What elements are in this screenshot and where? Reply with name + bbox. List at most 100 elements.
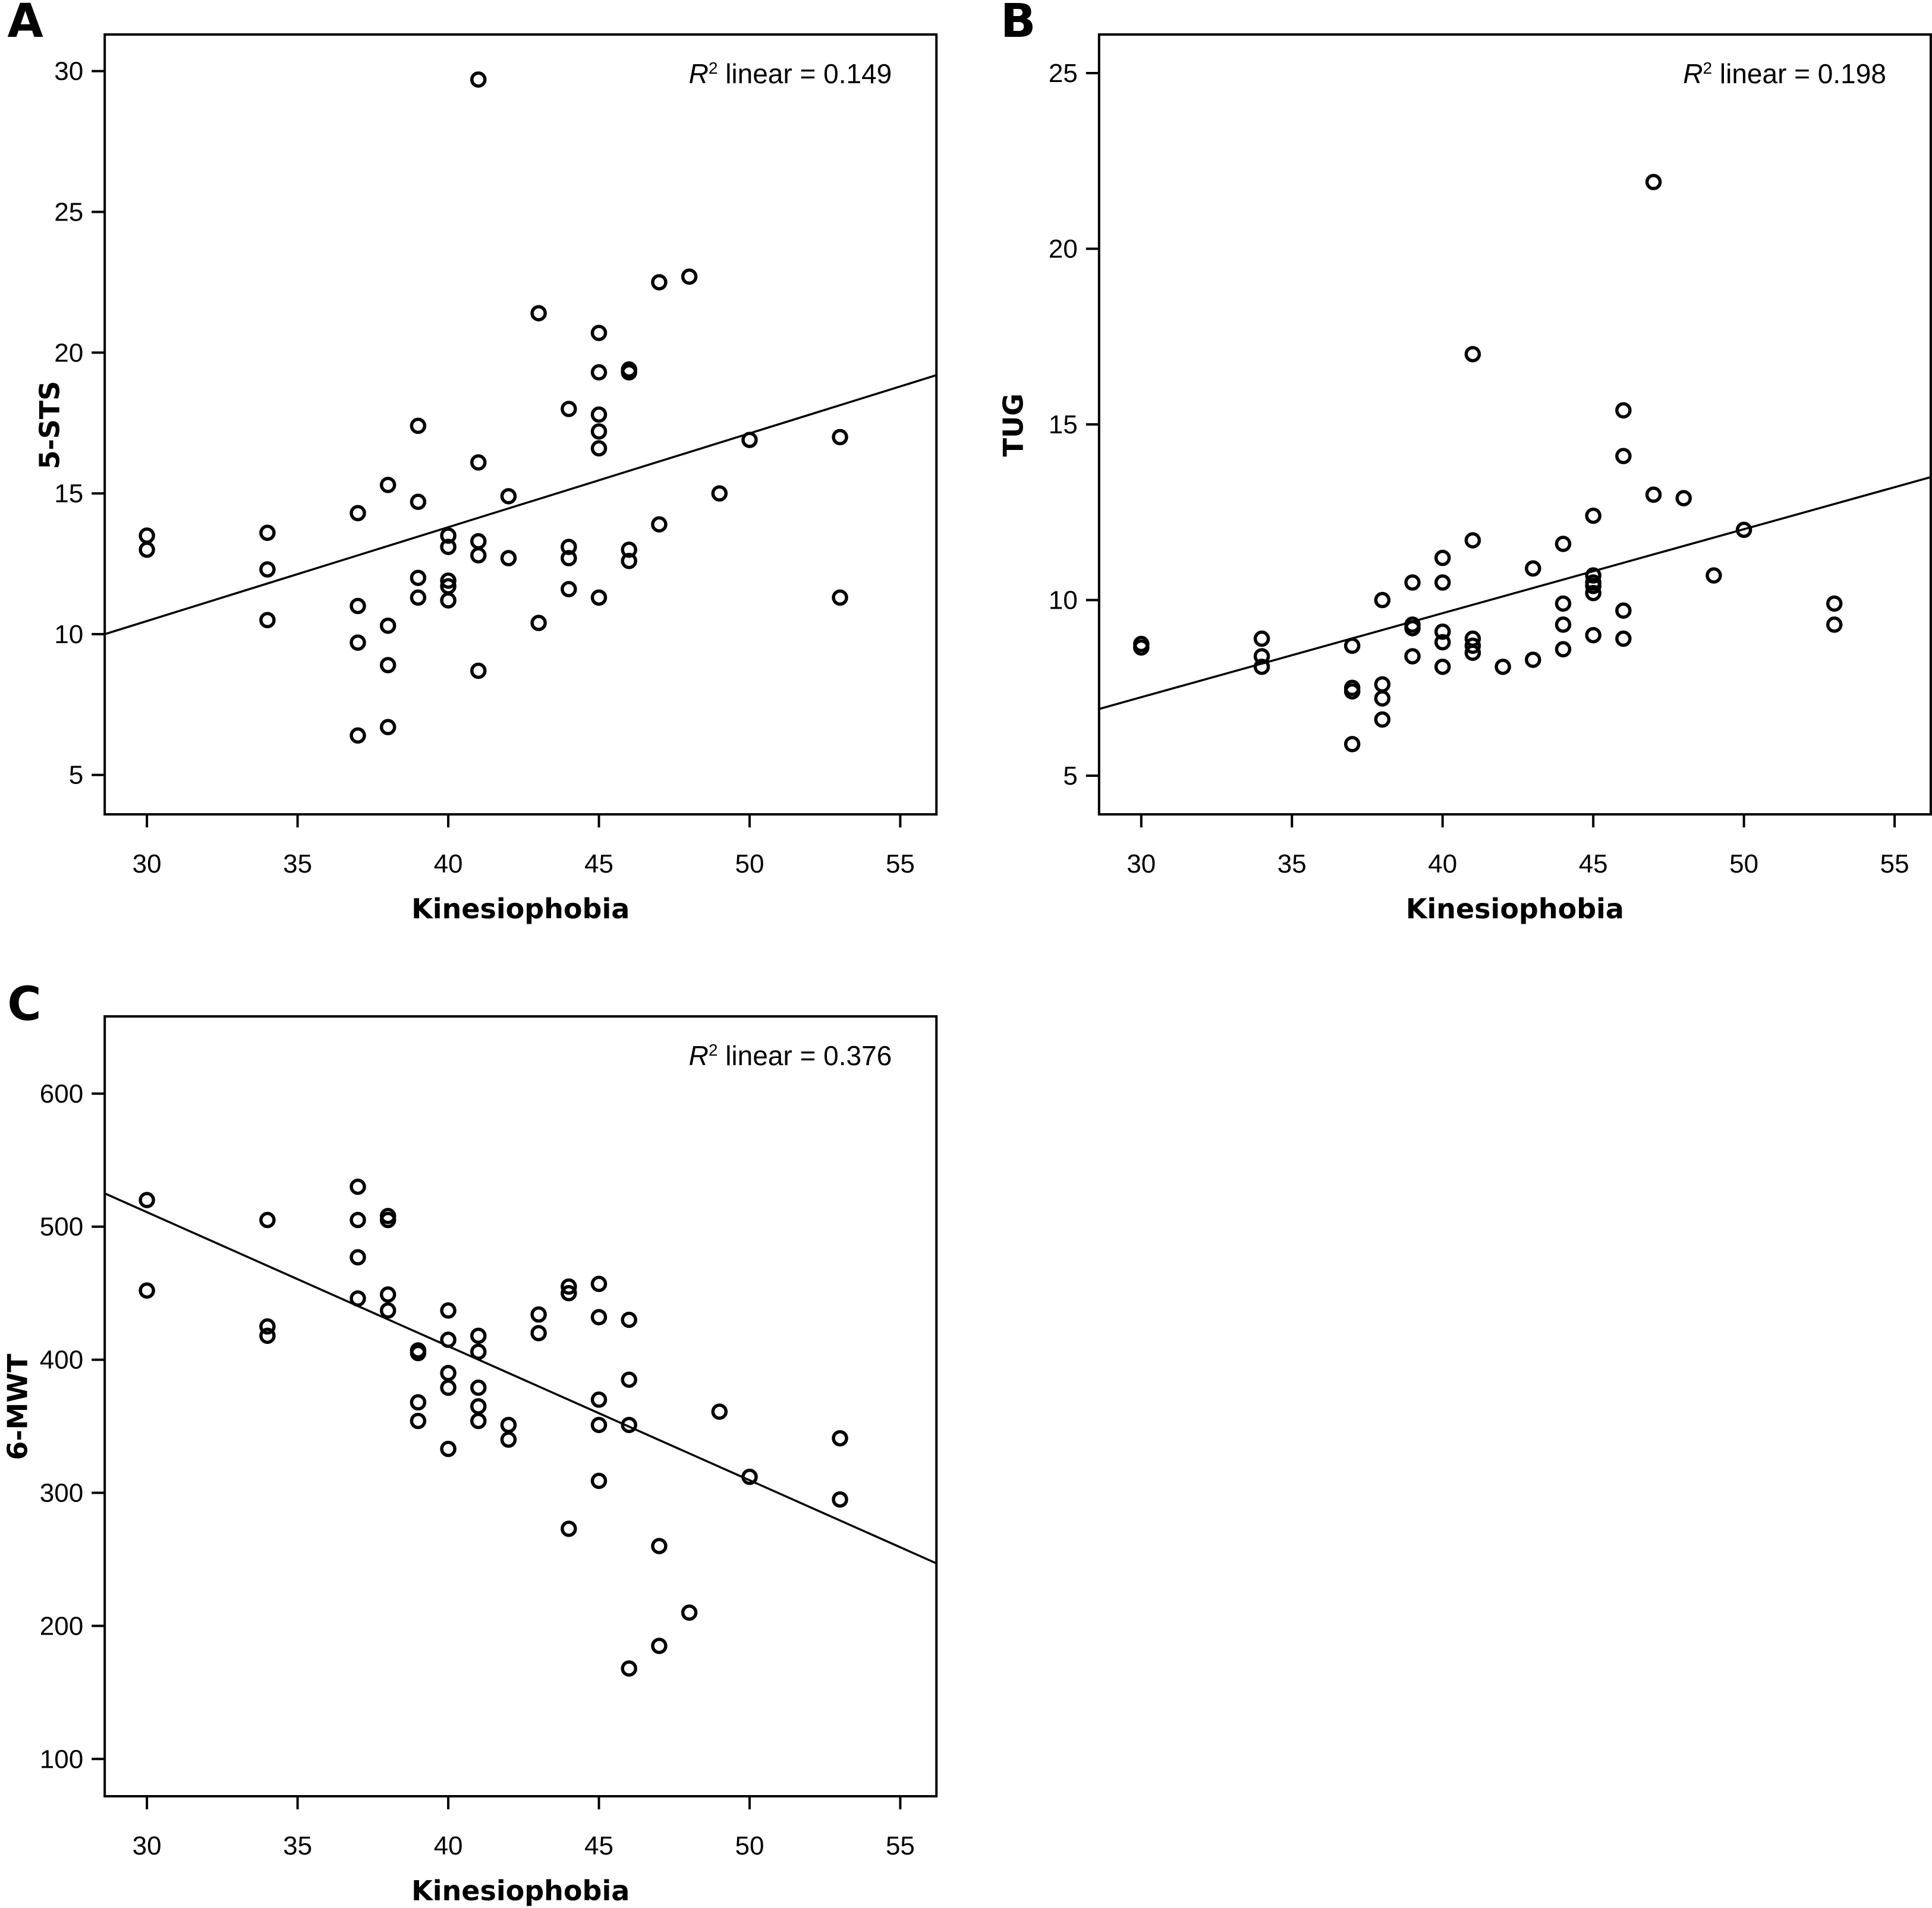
data-point [350, 597, 366, 615]
data-point [1585, 584, 1601, 602]
data-point [832, 1491, 848, 1508]
data-point [1706, 567, 1722, 584]
data-point [1434, 634, 1451, 651]
data-point [410, 589, 427, 606]
data-point [1404, 648, 1421, 665]
y-tick-label: 300 [40, 1479, 83, 1508]
data-point [470, 1379, 487, 1396]
data-point [470, 1412, 487, 1430]
y-axis-title: 6-MWT [2, 1353, 34, 1460]
data-point [500, 488, 517, 505]
data-point [259, 1318, 276, 1335]
x-tick-label: 50 [735, 1831, 764, 1860]
data-point [621, 1371, 637, 1388]
regression-line [1099, 476, 1931, 710]
data-point [350, 1178, 366, 1195]
data-point [1253, 648, 1270, 665]
r-symbol: R [689, 58, 709, 89]
y-tick-label: 5 [1063, 761, 1077, 791]
data-point [621, 1311, 637, 1328]
x-tick-label: 45 [584, 1831, 613, 1860]
data-point [350, 727, 366, 744]
data-point [1585, 567, 1601, 584]
r-squared-annotation: R2 linear = 0.376 [689, 1040, 892, 1071]
data-point [470, 1343, 487, 1360]
data-point [1555, 641, 1572, 658]
x-tick-label: 45 [584, 849, 613, 879]
panel-c: C 30 35 40 45 50 55 100 200 300 400 500 600 Kinesioph… [2, 978, 938, 1907]
data-point [379, 1286, 397, 1303]
data-point [741, 1468, 758, 1485]
data-point [1615, 402, 1632, 419]
data-point [561, 539, 577, 555]
data-point [440, 572, 457, 589]
x-tick-label: 45 [1579, 849, 1608, 879]
panel-letter: A [7, 0, 43, 48]
x-tick-label: 40 [434, 1831, 463, 1860]
data-point [590, 1472, 608, 1490]
y-axis-title: 5-STS [33, 381, 65, 470]
data-point [1615, 448, 1632, 464]
data-point [590, 589, 608, 606]
data-point [1434, 574, 1451, 591]
data-point [590, 325, 608, 341]
data-point [651, 1638, 668, 1654]
x-axis-title: Kinesiophobia [411, 893, 630, 925]
data-point [1434, 623, 1451, 640]
data-point [590, 406, 608, 423]
data-point [379, 1302, 397, 1319]
regression-line [104, 1192, 937, 1564]
superscript: 2 [709, 59, 718, 77]
data-point [440, 1440, 457, 1457]
panel-letter: B [1000, 0, 1036, 48]
data-point [621, 1416, 637, 1434]
data-point [139, 541, 155, 558]
data-point [1645, 486, 1662, 503]
y-tick-label: 600 [40, 1079, 83, 1109]
data-point [1585, 578, 1601, 594]
data-point [440, 1379, 457, 1396]
panel-a: A30 35 40 45 50 5551015202530Kinesiophobia5-S… [7, 0, 938, 925]
data-point [561, 550, 577, 566]
y-tick-label: 10 [1049, 586, 1078, 615]
data-point [530, 1325, 547, 1342]
data-point [410, 1412, 427, 1430]
data-point [1464, 532, 1481, 549]
x-tick-label: 40 [434, 849, 463, 879]
data-point [621, 1660, 637, 1677]
data-point [1343, 736, 1361, 753]
r-squared-value: linear = 0.376 [718, 1040, 892, 1071]
data-point [561, 1284, 577, 1302]
data-point [350, 1249, 366, 1265]
data-point [259, 1211, 276, 1229]
data-point [1374, 690, 1391, 707]
x-tick-label: 55 [1880, 849, 1909, 879]
data-point [1585, 626, 1601, 644]
data-point [1615, 630, 1632, 647]
plot-frame [103, 1015, 938, 1798]
data-point [590, 423, 608, 440]
x-tick-label: 35 [1277, 849, 1307, 879]
y-tick-label: 25 [1049, 59, 1078, 88]
data-point [1343, 683, 1361, 700]
x-tick-label: 30 [133, 1831, 162, 1860]
superscript: 2 [1703, 59, 1713, 77]
data-point [590, 1276, 608, 1292]
data-point [500, 1416, 517, 1434]
data-point [410, 493, 427, 511]
data-point [379, 617, 397, 634]
data-point [1374, 676, 1391, 693]
data-point [500, 1431, 517, 1448]
data-point [259, 524, 276, 541]
y-tick-label: 100 [40, 1745, 83, 1774]
data-point [440, 539, 457, 555]
x-axis-title: Kinesiophobia [1406, 893, 1624, 925]
data-point [590, 1309, 608, 1325]
data-point [139, 527, 155, 544]
data-point [530, 1306, 547, 1323]
data-point [621, 364, 637, 381]
data-point [711, 485, 728, 502]
data-point [1253, 659, 1270, 675]
data-point [139, 1282, 155, 1299]
data-point [410, 417, 427, 435]
